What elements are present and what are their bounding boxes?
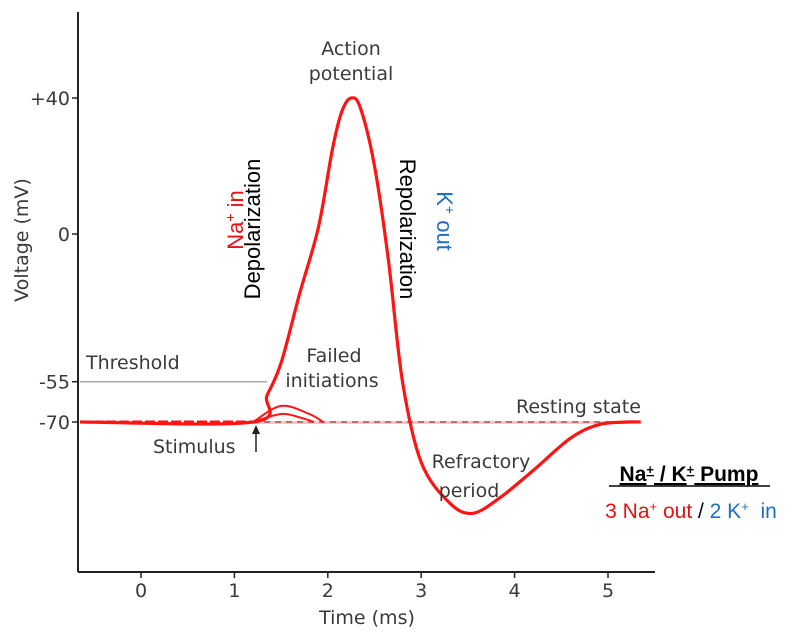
threshold-label: Threshold [85,352,180,374]
repolarization-label: Repolarization [395,159,420,300]
resting-state-label: Resting state [516,396,641,418]
x-tick-label: 3 [415,580,427,602]
x-axis-label: Time (ms) [318,607,415,629]
failed-label-2: initiations [285,370,378,392]
na-in-label: Na+ in [222,190,248,250]
y-tick-label: -70 [39,412,70,434]
y-tick-label: 0 [58,224,70,246]
x-ticks: 0 1 2 3 4 5 [135,572,614,602]
x-tick-label: 2 [322,580,334,602]
x-tick-label: 0 [135,580,147,602]
action-potential-curve [80,96,641,516]
x-tick-label: 1 [228,580,240,602]
stimulus-label: Stimulus [153,436,236,458]
y-axis-label: Voltage (mV) [11,178,33,302]
failed-label-1: Failed [306,345,361,367]
y-tick-label: +40 [30,88,70,110]
refractory-label-1: Refractory [432,451,531,473]
failed-initiation-curve [252,412,315,423]
curves [80,96,641,516]
x-tick-label: 5 [602,580,614,602]
stimulus-arrow [252,425,260,452]
refractory-label-2: period [439,480,500,502]
x-tick-label: 4 [509,580,521,602]
failed-initiation-curve [252,404,324,423]
y-tick-label: -55 [39,372,70,394]
action-potential-label-2: potential [309,63,394,85]
depolarization-label: Depolarization [240,159,265,300]
pump-title: Na+ / K+ Pump [620,462,759,487]
pump-detail: 3 Na+ out / 2 K+ in [605,499,777,524]
y-ticks: +40 0 -55 -70 [30,88,78,434]
action-potential-label-1: Action [321,38,381,60]
k-out-label: K+ out [432,191,458,251]
